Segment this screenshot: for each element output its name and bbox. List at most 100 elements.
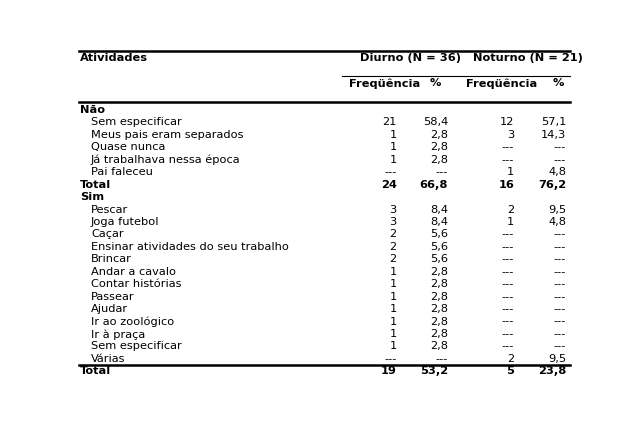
- Text: 9,5: 9,5: [548, 353, 567, 363]
- Text: ---: ---: [554, 328, 567, 338]
- Text: Não: Não: [80, 105, 105, 115]
- Text: Atividades: Atividades: [80, 53, 148, 63]
- Text: Contar histórias: Contar histórias: [91, 279, 182, 289]
- Text: ---: ---: [436, 167, 448, 177]
- Text: ---: ---: [554, 154, 567, 164]
- Text: 57,1: 57,1: [541, 117, 567, 127]
- Text: ---: ---: [502, 266, 514, 276]
- Text: 21: 21: [382, 117, 396, 127]
- Text: 23,8: 23,8: [538, 366, 567, 375]
- Text: 2: 2: [389, 229, 396, 239]
- Text: 2,8: 2,8: [430, 154, 448, 164]
- Text: ---: ---: [502, 254, 514, 264]
- Text: ---: ---: [502, 279, 514, 289]
- Text: 2,8: 2,8: [430, 279, 448, 289]
- Text: 2,8: 2,8: [430, 266, 448, 276]
- Text: 66,8: 66,8: [420, 179, 448, 189]
- Text: ---: ---: [502, 154, 514, 164]
- Text: 1: 1: [389, 341, 396, 351]
- Text: ---: ---: [554, 279, 567, 289]
- Text: 5,6: 5,6: [430, 229, 448, 239]
- Text: %: %: [553, 78, 564, 88]
- Text: Ensinar atividades do seu trabalho: Ensinar atividades do seu trabalho: [91, 241, 289, 252]
- Text: 1: 1: [389, 304, 396, 313]
- Text: Quase nunca: Quase nunca: [91, 142, 165, 152]
- Text: 2,8: 2,8: [430, 341, 448, 351]
- Text: 4,8: 4,8: [548, 167, 567, 177]
- Text: Brincar: Brincar: [91, 254, 132, 264]
- Text: 1: 1: [389, 154, 396, 164]
- Text: 19: 19: [380, 366, 396, 375]
- Text: 2,8: 2,8: [430, 129, 448, 140]
- Text: Noturno (N = 21): Noturno (N = 21): [473, 53, 583, 63]
- Text: Passear: Passear: [91, 291, 135, 301]
- Text: ---: ---: [502, 316, 514, 326]
- Text: Caçar: Caçar: [91, 229, 123, 239]
- Text: ---: ---: [554, 241, 567, 252]
- Text: 8,4: 8,4: [430, 217, 448, 227]
- Text: Freqüência: Freqüência: [349, 78, 420, 89]
- Text: 2: 2: [389, 241, 396, 252]
- Text: 58,4: 58,4: [423, 117, 448, 127]
- Text: 24: 24: [380, 179, 396, 189]
- Text: Total: Total: [80, 179, 111, 189]
- Text: ---: ---: [554, 254, 567, 264]
- Text: 14,3: 14,3: [541, 129, 567, 140]
- Text: 2,8: 2,8: [430, 142, 448, 152]
- Text: Meus pais eram separados: Meus pais eram separados: [91, 129, 244, 140]
- Text: ---: ---: [502, 341, 514, 351]
- Text: 4,8: 4,8: [548, 217, 567, 227]
- Text: ---: ---: [384, 353, 396, 363]
- Text: Ir ao zoológico: Ir ao zoológico: [91, 316, 174, 326]
- Text: 3: 3: [389, 204, 396, 214]
- Text: 1: 1: [389, 316, 396, 326]
- Text: 1: 1: [507, 167, 514, 177]
- Text: 2,8: 2,8: [430, 328, 448, 338]
- Text: 2,8: 2,8: [430, 316, 448, 326]
- Text: 1: 1: [389, 291, 396, 301]
- Text: Diurno (N = 36): Diurno (N = 36): [360, 53, 461, 63]
- Text: Joga futebol: Joga futebol: [91, 217, 160, 227]
- Text: 1: 1: [389, 279, 396, 289]
- Text: Pescar: Pescar: [91, 204, 128, 214]
- Text: ---: ---: [502, 229, 514, 239]
- Text: Sim: Sim: [80, 192, 104, 202]
- Text: 9,5: 9,5: [548, 204, 567, 214]
- Text: %: %: [430, 78, 441, 88]
- Text: Sem especificar: Sem especificar: [91, 117, 182, 127]
- Text: 2,8: 2,8: [430, 291, 448, 301]
- Text: ---: ---: [554, 142, 567, 152]
- Text: 1: 1: [507, 217, 514, 227]
- Text: Sem especificar: Sem especificar: [91, 341, 182, 351]
- Text: ---: ---: [436, 353, 448, 363]
- Text: Total: Total: [80, 366, 111, 375]
- Text: 5,6: 5,6: [430, 254, 448, 264]
- Text: 16: 16: [498, 179, 514, 189]
- Text: Pai faleceu: Pai faleceu: [91, 167, 153, 177]
- Text: ---: ---: [384, 167, 396, 177]
- Text: 2: 2: [507, 204, 514, 214]
- Text: 2: 2: [507, 353, 514, 363]
- Text: 1: 1: [389, 266, 396, 276]
- Text: Freqüência: Freqüência: [467, 78, 537, 89]
- Text: Andar a cavalo: Andar a cavalo: [91, 266, 176, 276]
- Text: 1: 1: [389, 142, 396, 152]
- Text: ---: ---: [554, 316, 567, 326]
- Text: ---: ---: [554, 266, 567, 276]
- Text: 1: 1: [389, 328, 396, 338]
- Text: Já trabalhava nessa época: Já trabalhava nessa época: [91, 154, 241, 165]
- Text: 2,8: 2,8: [430, 304, 448, 313]
- Text: Ajudar: Ajudar: [91, 304, 128, 313]
- Text: 3: 3: [507, 129, 514, 140]
- Text: 76,2: 76,2: [538, 179, 567, 189]
- Text: ---: ---: [554, 291, 567, 301]
- Text: ---: ---: [502, 241, 514, 252]
- Text: ---: ---: [502, 291, 514, 301]
- Text: 5,6: 5,6: [430, 241, 448, 252]
- Text: 2: 2: [389, 254, 396, 264]
- Text: 3: 3: [389, 217, 396, 227]
- Text: Várias: Várias: [91, 353, 125, 363]
- Text: ---: ---: [554, 229, 567, 239]
- Text: ---: ---: [554, 304, 567, 313]
- Text: 53,2: 53,2: [420, 366, 448, 375]
